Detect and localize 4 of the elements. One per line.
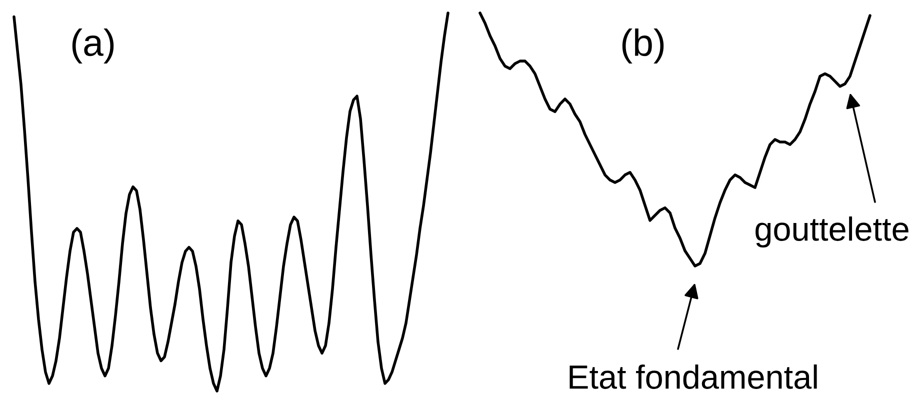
- text: Etat fondamental: [570, 364, 817, 389]
- annotation: gouttelette: [756, 216, 908, 248]
- chart-title: (a): [72, 28, 114, 64]
- chart-title: (b): [622, 28, 664, 64]
